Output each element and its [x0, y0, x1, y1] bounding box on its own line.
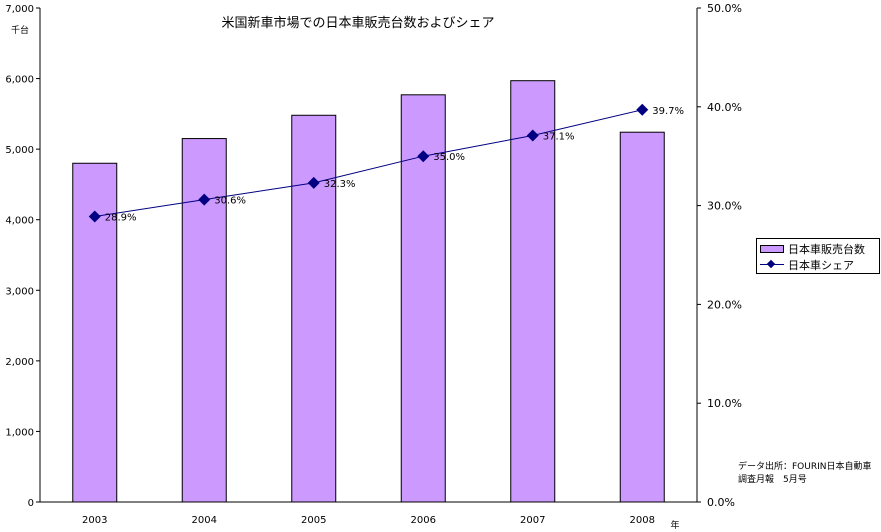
x-tick-label: 2008 [630, 515, 655, 526]
y-tick-label-left: 2,000 [5, 357, 34, 368]
bar-2005 [292, 115, 336, 502]
bar-2007 [511, 81, 555, 502]
legend-label-units: 日本車販売台数 [788, 241, 865, 257]
bar-2004 [182, 139, 226, 502]
bar-2008 [620, 132, 664, 502]
legend-item-share: 日本車シェア [760, 257, 854, 272]
y-tick-label-left: 5,000 [5, 145, 34, 156]
y-tick-label-right: 50.0% [707, 2, 742, 15]
y-tick-label-right: 20.0% [707, 298, 742, 311]
chart-title: 米国新車市場での日本車販売台数およびシェア [221, 15, 494, 31]
legend-line-swatch [760, 260, 784, 270]
y-tick-label-right: 0.0% [707, 496, 735, 509]
share-data-label: 39.7% [652, 106, 684, 117]
share-data-label: 35.0% [433, 152, 465, 163]
y-tick-label-left: 6,000 [5, 75, 34, 86]
y-tick-label-right: 10.0% [707, 397, 742, 410]
x-tick-label: 2004 [192, 515, 217, 526]
y-tick-label-left: 7,000 [5, 4, 34, 15]
y-tick-label-left: 4,000 [5, 216, 34, 227]
share-data-label: 28.9% [105, 212, 137, 223]
legend: 日本車販売台数 日本車シェア [756, 238, 880, 274]
share-data-label: 37.1% [543, 131, 575, 142]
source-line-1: データ出所：FOURIN日本自動車 [738, 461, 872, 474]
y-unit-label: 千台 [11, 24, 29, 36]
source-note: データ出所：FOURIN日本自動車 調査月報 5月号 [738, 461, 872, 487]
y-tick-label-right: 40.0% [707, 101, 742, 114]
x-tick-label: 2006 [411, 515, 436, 526]
y-tick-label-left: 1,000 [5, 427, 34, 438]
x-tick-label: 2005 [301, 515, 326, 526]
y-tick-label-left: 3,000 [5, 286, 34, 297]
share-line [95, 110, 643, 217]
share-data-label: 30.6% [214, 196, 246, 207]
legend-bar-swatch [760, 245, 784, 253]
source-line-2: 調査月報 5月号 [738, 474, 872, 487]
share-data-label: 32.3% [324, 179, 356, 190]
y-tick-label-left: 0 [28, 498, 34, 509]
share-marker-2008 [636, 104, 648, 116]
legend-item-units: 日本車販売台数 [760, 241, 865, 256]
legend-label-share: 日本車シェア [788, 257, 854, 273]
y-tick-label-right: 30.0% [707, 200, 742, 213]
x-tick-label: 2003 [82, 515, 107, 526]
x-axis-label: 年 [670, 519, 679, 531]
x-tick-label: 2007 [520, 515, 545, 526]
